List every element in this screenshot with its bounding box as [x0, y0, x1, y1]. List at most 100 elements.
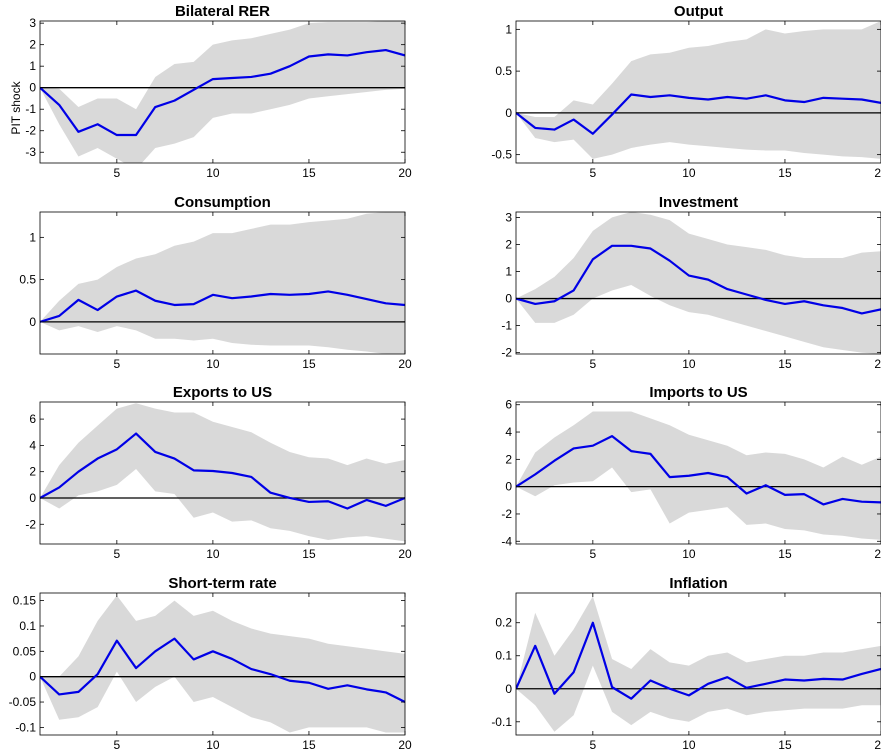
- chart-5-plot-area: [40, 403, 405, 542]
- chart-2-y-tick-label: 0.5: [495, 64, 512, 78]
- chart-6-y-tick-label: 2: [505, 452, 512, 466]
- chart-1-confidence-band: [40, 21, 405, 163]
- chart-3: 5 10 15 20 0 0.5 1 Consumption: [19, 194, 412, 371]
- chart-8-x-tick-label: 20: [874, 738, 881, 751]
- y-axis-label: PIT shock: [9, 80, 23, 134]
- chart-7-y-tick-label: -0.05: [9, 695, 37, 709]
- chart-3-x-tick-label: 10: [206, 357, 220, 371]
- chart-6-response-line: [516, 435, 881, 506]
- chart-8-response-line: [516, 621, 881, 700]
- chart-2-confidence-band: [516, 21, 881, 159]
- chart-4-y-tick-label: -1: [501, 319, 512, 333]
- chart-7-y-tick-label: 0: [29, 670, 36, 684]
- chart-6-confidence-band: [516, 411, 881, 540]
- chart-6-x-tick-label: 15: [778, 547, 792, 561]
- chart-2-title: Output: [674, 3, 723, 20]
- chart-4-y-tick-label: -2: [501, 346, 512, 360]
- chart-1-x-tick-label: 5: [113, 166, 120, 180]
- chart-2-y-tick-label: -0.5: [491, 148, 512, 162]
- chart-6-x-tick-label: 10: [682, 547, 696, 561]
- chart-5-y-tick-label: 0: [29, 491, 36, 505]
- chart-7-y-tick-label: -0.1: [15, 720, 36, 734]
- chart-4-y-tick-label: 3: [505, 210, 512, 224]
- chart-5-y-tick-label: 4: [29, 438, 36, 452]
- chart-1-y-tick-label: 2: [29, 38, 36, 52]
- chart-7-y-tick-label: 0.05: [13, 644, 37, 658]
- chart-6-x-tick-label: 5: [589, 547, 596, 561]
- chart-5-x-tick-label: 15: [302, 547, 316, 561]
- chart-4-plot-area: [516, 212, 881, 354]
- chart-3-confidence-band: [40, 212, 405, 354]
- chart-5-response-line: [40, 432, 405, 510]
- chart-3-plot-area: [40, 212, 405, 354]
- chart-1-y-tick-label: -1: [25, 102, 36, 116]
- chart-3-x-tick-label: 15: [302, 357, 316, 371]
- chart-7-y-tick-label: 0.15: [13, 594, 37, 608]
- chart-6-y-tick-label: 0: [505, 480, 512, 494]
- chart-5: 5 10 15 20 -2 0 2 4 6 Exports to US: [25, 384, 412, 561]
- chart-8-y-tick-label: -0.1: [491, 715, 512, 729]
- chart-5-y-tick-label: 2: [29, 465, 36, 479]
- chart-1-title: Bilateral RER: [175, 3, 270, 20]
- chart-8-y-tick-label: 0: [505, 682, 512, 696]
- chart-1-y-tick-label: -2: [25, 124, 36, 138]
- chart-7-plot-area: [40, 595, 405, 733]
- chart-7-x-tick-label: 10: [206, 738, 220, 751]
- chart-2-response-line: [516, 93, 881, 135]
- chart-3-axes-box: [39, 211, 406, 355]
- chart-7-response-line: [40, 637, 405, 704]
- chart-4-x-tick-label: 20: [874, 357, 881, 371]
- chart-5-x-tick-label: 10: [206, 547, 220, 561]
- chart-4: 5 10 15 20 -2 -1 0 1 2 3 Investment: [501, 194, 881, 371]
- chart-8: 5 10 15 20 -0.1 0 0.1 0.2 Inflation: [491, 575, 881, 751]
- chart-1-response-line: [40, 48, 405, 137]
- chart-2-x-tick-label: 5: [589, 166, 596, 180]
- chart-4-response-line: [516, 244, 881, 315]
- chart-6-y-tick-label: 6: [505, 398, 512, 412]
- chart-1-y-tick-label: 1: [29, 59, 36, 73]
- chart-7-y-tick-label: 0.1: [19, 619, 36, 633]
- chart-3-y-tick-label: 1: [29, 230, 36, 244]
- chart-8-confidence-band: [516, 596, 881, 732]
- chart-2-plot-area: [516, 21, 881, 159]
- chart-1-y-tick-label: 3: [29, 16, 36, 30]
- chart-4-title: Investment: [659, 194, 738, 211]
- chart-2-y-tick-label: 0: [505, 106, 512, 120]
- chart-7-x-tick-label: 15: [302, 738, 316, 751]
- chart-2-x-tick-label: 15: [778, 166, 792, 180]
- chart-1-x-tick-label: 15: [302, 166, 316, 180]
- chart-7-title: Short-term rate: [168, 575, 276, 592]
- chart-4-axes-box: [515, 211, 881, 355]
- chart-5-x-tick-label: 5: [113, 547, 120, 561]
- chart-8-x-tick-label: 15: [778, 738, 792, 751]
- chart-4-y-tick-label: 1: [505, 265, 512, 279]
- chart-1-y-tick-label: -3: [25, 145, 36, 159]
- chart-8-title: Inflation: [669, 575, 727, 592]
- chart-4-y-tick-label: 2: [505, 237, 512, 251]
- chart-1-axes-box: [39, 20, 406, 164]
- chart-5-y-tick-label: -2: [25, 517, 36, 531]
- chart-1-x-tick-label: 10: [206, 166, 220, 180]
- chart-7-confidence-band: [40, 595, 405, 733]
- chart-6-axes-box: [515, 401, 881, 545]
- chart-4-x-tick-label: 15: [778, 357, 792, 371]
- chart-4-x-tick-label: 5: [589, 357, 596, 371]
- chart-6-x-tick-label: 20: [874, 547, 881, 561]
- chart-8-x-tick-label: 10: [682, 738, 696, 751]
- chart-3-x-tick-label: 20: [398, 357, 412, 371]
- chart-6-y-tick-label: 4: [505, 425, 512, 439]
- chart-2-x-tick-label: 20: [874, 166, 881, 180]
- chart-8-plot-area: [516, 596, 881, 732]
- chart-3-title: Consumption: [174, 194, 271, 211]
- chart-2-y-tick-label: 1: [505, 22, 512, 36]
- chart-7-axes-box: [39, 592, 406, 736]
- chart-6: 5 10 15 20 -4 -2 0 2 4 6 Imports to US: [501, 384, 881, 561]
- chart-6-y-tick-label: -2: [501, 507, 512, 521]
- chart-8-x-tick-label: 5: [589, 738, 596, 751]
- chart-8-y-tick-label: 0.1: [495, 649, 512, 663]
- chart-3-y-tick-label: 0.5: [19, 273, 36, 287]
- chart-1-plot-area: [40, 21, 405, 163]
- chart-3-y-tick-label: 0: [29, 315, 36, 329]
- chart-3-response-line: [40, 289, 405, 323]
